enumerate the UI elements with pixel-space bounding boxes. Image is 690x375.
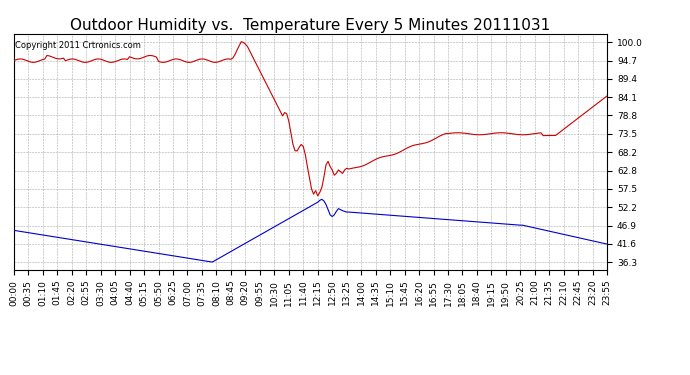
Title: Outdoor Humidity vs.  Temperature Every 5 Minutes 20111031: Outdoor Humidity vs. Temperature Every 5…: [70, 18, 551, 33]
Text: Copyright 2011 Crtronics.com: Copyright 2011 Crtronics.com: [15, 41, 141, 50]
